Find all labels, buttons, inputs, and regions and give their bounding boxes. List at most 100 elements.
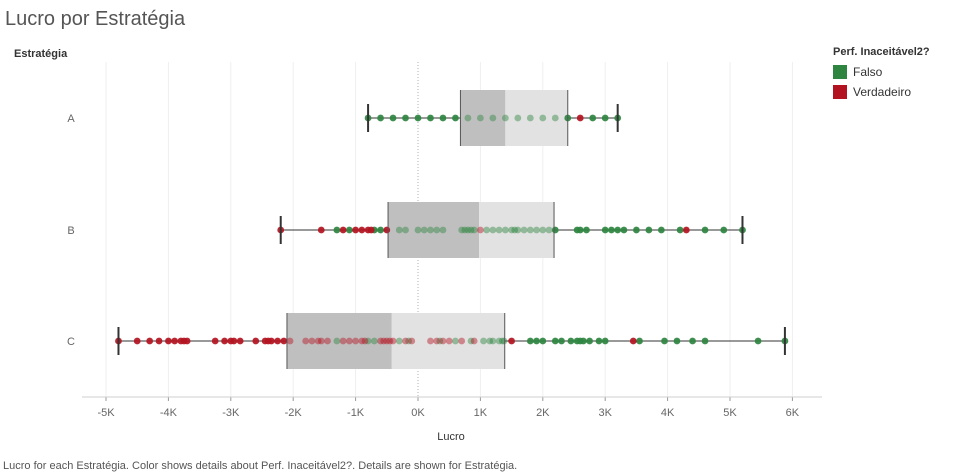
point-falso xyxy=(520,226,528,234)
category-label-b: B xyxy=(67,225,74,237)
x-tick-label: 2K xyxy=(536,407,550,419)
chart-title: Lucro por Estratégia xyxy=(5,8,186,30)
point-falso xyxy=(433,226,441,234)
point-verdadeiro xyxy=(230,337,238,345)
point-falso xyxy=(402,114,409,122)
x-axis-label: Lucro xyxy=(437,431,465,443)
x-tick-label: -3K xyxy=(222,407,240,419)
point-falso xyxy=(495,226,503,234)
x-tick-label: -5K xyxy=(97,407,115,419)
point-verdadeiro xyxy=(236,337,244,345)
point-falso xyxy=(333,337,341,345)
point-verdadeiro xyxy=(408,337,416,345)
point-falso xyxy=(533,226,540,234)
point-falso xyxy=(464,226,472,234)
point-verdadeiro xyxy=(324,337,331,345)
point-verdadeiro xyxy=(352,226,359,234)
point-verdadeiro xyxy=(171,337,179,345)
point-verdadeiro xyxy=(377,337,384,345)
point-falso xyxy=(551,114,559,122)
legend-item-falso[interactable]: Falso xyxy=(833,62,930,82)
point-falso xyxy=(701,226,709,234)
legend-swatch-falso xyxy=(833,65,847,79)
point-falso xyxy=(486,337,494,345)
point-verdadeiro xyxy=(183,337,191,345)
point-falso xyxy=(477,114,484,122)
point-falso xyxy=(405,337,413,345)
footer-caption: Lucro for each Estratégia. Color shows d… xyxy=(3,460,518,472)
point-verdadeiro xyxy=(433,337,441,345)
point-falso xyxy=(480,337,487,345)
point-falso xyxy=(501,226,509,234)
point-verdadeiro xyxy=(682,226,690,234)
category-label-a: A xyxy=(67,113,75,125)
point-verdadeiro xyxy=(358,337,366,345)
point-falso xyxy=(511,226,519,234)
point-falso xyxy=(614,226,622,234)
row-header: Estratégia xyxy=(14,48,68,60)
point-falso xyxy=(526,114,534,122)
point-falso xyxy=(508,226,515,234)
point-verdadeiro xyxy=(386,337,394,345)
point-verdadeiro xyxy=(367,226,375,234)
point-falso xyxy=(483,226,491,234)
point-verdadeiro xyxy=(361,337,369,345)
point-falso xyxy=(636,337,643,345)
point-falso xyxy=(470,226,478,234)
point-verdadeiro xyxy=(358,226,366,234)
point-falso xyxy=(377,226,384,234)
point-verdadeiro xyxy=(445,337,453,345)
point-falso xyxy=(495,337,503,345)
legend: Perf. Inaceitável2? Falso Verdadeiro xyxy=(833,46,930,102)
point-falso xyxy=(526,226,534,234)
point-verdadeiro xyxy=(274,337,281,345)
box-lower-c xyxy=(286,313,392,369)
point-verdadeiro xyxy=(352,337,359,345)
box-lower-b xyxy=(388,202,480,258)
point-verdadeiro xyxy=(402,337,409,345)
legend-label-verdadeiro: Verdadeiro xyxy=(853,85,912,99)
x-tick-label: 0K xyxy=(411,407,425,419)
point-falso xyxy=(601,114,609,122)
box-upper-b xyxy=(479,202,555,258)
point-falso xyxy=(464,114,472,122)
point-verdadeiro xyxy=(383,337,391,345)
point-falso xyxy=(545,226,553,234)
point-falso xyxy=(345,226,353,234)
point-falso xyxy=(439,114,447,122)
point-verdadeiro xyxy=(470,337,478,345)
x-tick-label: -1K xyxy=(347,407,365,419)
box-upper-a xyxy=(505,90,568,146)
legend-item-verdadeiro[interactable]: Verdadeiro xyxy=(833,82,930,102)
point-falso xyxy=(402,226,409,234)
category-label-c: C xyxy=(67,336,75,348)
point-falso xyxy=(567,337,575,345)
point-falso xyxy=(514,114,522,122)
point-verdadeiro xyxy=(629,337,637,345)
point-falso xyxy=(676,226,684,234)
point-verdadeiro xyxy=(267,337,275,345)
point-falso xyxy=(458,226,466,234)
point-verdadeiro xyxy=(317,226,325,234)
point-falso xyxy=(436,337,444,345)
point-verdadeiro xyxy=(280,337,288,345)
point-falso xyxy=(608,226,615,234)
point-falso xyxy=(689,337,696,345)
point-falso xyxy=(526,337,534,345)
point-falso xyxy=(633,226,640,234)
point-verdadeiro xyxy=(339,226,347,234)
point-falso xyxy=(551,337,559,345)
point-falso xyxy=(489,114,497,122)
legend-title: Perf. Inaceitável2? xyxy=(833,46,930,58)
point-falso xyxy=(489,226,497,234)
point-falso xyxy=(452,337,459,345)
point-falso xyxy=(539,226,547,234)
point-falso xyxy=(539,114,547,122)
x-tick-label: 1K xyxy=(474,407,488,419)
point-verdadeiro xyxy=(165,337,172,345)
point-verdadeiro xyxy=(339,337,347,345)
point-verdadeiro xyxy=(380,337,388,345)
point-falso xyxy=(533,337,540,345)
point-falso xyxy=(589,114,597,122)
